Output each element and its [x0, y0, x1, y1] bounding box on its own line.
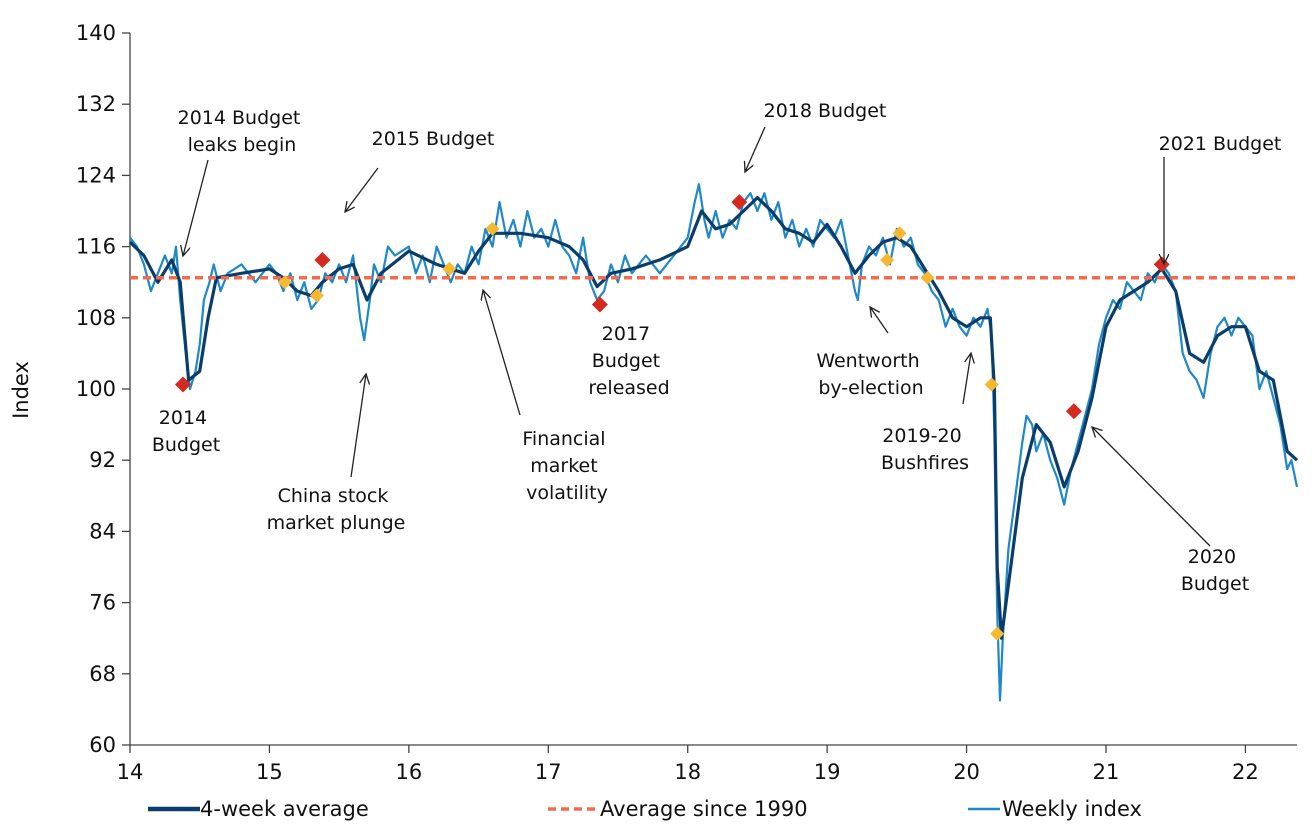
- y-tick-label: 100: [76, 377, 116, 401]
- event-marker: [984, 377, 999, 392]
- event-marker: [485, 221, 500, 236]
- x-tick-label: 17: [535, 760, 562, 784]
- legend: 4-week average Average since 1990 Weekly…: [148, 797, 1142, 821]
- annotation-arrows: [183, 126, 1211, 547]
- y-tick-label: 132: [76, 92, 116, 116]
- x-tick-label: 21: [1093, 760, 1120, 784]
- annotation-budget2015: 2015 Budget: [372, 128, 495, 150]
- legend-item-weekly-index: Weekly index: [968, 797, 1142, 821]
- x-tick-label: 19: [814, 760, 841, 784]
- arrow-bushfires: [962, 353, 971, 405]
- annotation-china: China stock market plunge: [267, 485, 406, 534]
- x-tick-label: 22: [1232, 760, 1259, 784]
- event-marker: [920, 270, 935, 285]
- annotation-budget2020: 2020 Budget: [1181, 546, 1249, 595]
- y-tick-label: 84: [89, 519, 116, 543]
- y-ticks: 60 68 76 84 92 100 108 116 124 132 140: [76, 21, 130, 757]
- event-marker: [442, 261, 457, 276]
- series-4-week-average: [128, 196, 1299, 640]
- budget-marker: [174, 376, 191, 393]
- y-tick-label: 116: [76, 235, 116, 259]
- annotations: 2014 Budget leaks begin 2014 Budget 2015…: [152, 100, 1282, 595]
- x-ticks: 14 15 16 17 18 19 20 21 22: [117, 745, 1259, 784]
- event-marker: [880, 252, 895, 267]
- y-tick-label: 68: [89, 662, 116, 686]
- event-marker: [277, 275, 292, 290]
- legend-label-weekly-index: Weekly index: [1002, 797, 1142, 821]
- annotation-budget2014: 2014 Budget: [152, 407, 220, 456]
- legend-label-average-since-1990: Average since 1990: [600, 797, 808, 821]
- arrow-budget2014leaks: [183, 159, 209, 256]
- y-tick-label: 60: [89, 733, 116, 757]
- annotation-finvol: Financial market volatility: [522, 428, 611, 504]
- legend-label-4-week-average: 4-week average: [200, 797, 369, 821]
- y-axis-label: Index: [9, 361, 33, 419]
- budget-marker: [591, 296, 608, 313]
- annotation-budget2021: 2021 Budget: [1159, 133, 1282, 155]
- arrow-wentworth: [870, 307, 889, 334]
- y-tick-label: 92: [89, 448, 116, 472]
- arrow-china: [350, 374, 366, 478]
- event-marker: [309, 288, 324, 303]
- y-tick-label: 140: [76, 21, 116, 45]
- arrow-budget2020: [1092, 427, 1211, 547]
- legend-item-average-since-1990: Average since 1990: [548, 797, 808, 821]
- budget-marker: [731, 194, 748, 211]
- x-tick-label: 15: [256, 760, 283, 784]
- x-tick-label: 18: [674, 760, 701, 784]
- legend-item-4-week-average: 4-week average: [148, 797, 369, 821]
- annotation-wentworth: Wentworth by-election: [816, 350, 925, 399]
- arrow-finvol: [483, 290, 521, 416]
- marker-layer: [174, 194, 1170, 641]
- event-marker: [892, 226, 907, 241]
- budget-marker: [1065, 403, 1082, 420]
- y-tick-label: 76: [89, 591, 116, 615]
- x-tick-label: 20: [953, 760, 980, 784]
- annotation-budget2017: 2017 Budget released: [588, 323, 669, 399]
- arrow-budget2018: [745, 126, 766, 172]
- event-marker: [990, 626, 1005, 641]
- series-layer: [128, 183, 1299, 702]
- y-tick-label: 124: [76, 163, 116, 187]
- budget-marker: [314, 251, 331, 268]
- arrow-budget2015: [345, 167, 379, 212]
- x-tick-label: 16: [395, 760, 422, 784]
- x-tick-label: 14: [117, 760, 144, 784]
- annotation-budget2014leaks: 2014 Budget leaks begin: [178, 107, 307, 156]
- y-tick-label: 108: [76, 306, 116, 330]
- annotation-budget2018: 2018 Budget: [764, 100, 887, 122]
- series-weekly-index: [129, 183, 1299, 702]
- annotation-bushfires: 2019-20 Bushfires: [881, 425, 969, 474]
